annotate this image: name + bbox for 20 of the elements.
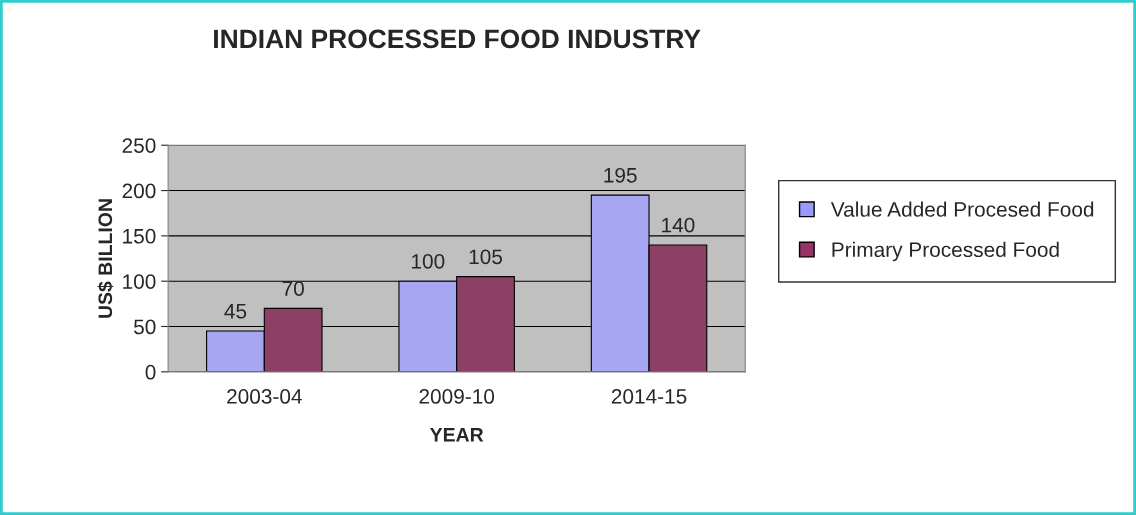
y-axis-title: US$ BILLION xyxy=(97,199,114,318)
legend-label: Primary Processed Food xyxy=(832,241,1059,262)
chart-title: INDIAN PROCESSED FOOD INDUSTRY xyxy=(214,29,701,49)
data-label: 70 xyxy=(282,281,304,296)
y-tick-label: 0 xyxy=(145,364,156,380)
data-label: 105 xyxy=(469,249,503,265)
x-axis-title: YEAR xyxy=(429,428,484,442)
data-label: 100 xyxy=(412,253,445,269)
y-tick-label: 150 xyxy=(123,228,156,244)
x-tick-label: 2009-10 xyxy=(419,389,495,404)
legend-label: Value Added Procesed Food xyxy=(830,201,1094,217)
y-tick-label: 250 xyxy=(122,138,156,153)
data-label: 195 xyxy=(604,167,637,183)
data-label: 140 xyxy=(662,217,695,233)
x-tick-label: 2003-04 xyxy=(227,389,302,404)
y-tick-label: 100 xyxy=(123,274,156,289)
data-label: 45 xyxy=(224,304,247,319)
y-tick-label: 50 xyxy=(133,319,156,335)
x-tick-label: 2014-15 xyxy=(611,389,687,404)
y-tick-label: 200 xyxy=(122,183,156,199)
